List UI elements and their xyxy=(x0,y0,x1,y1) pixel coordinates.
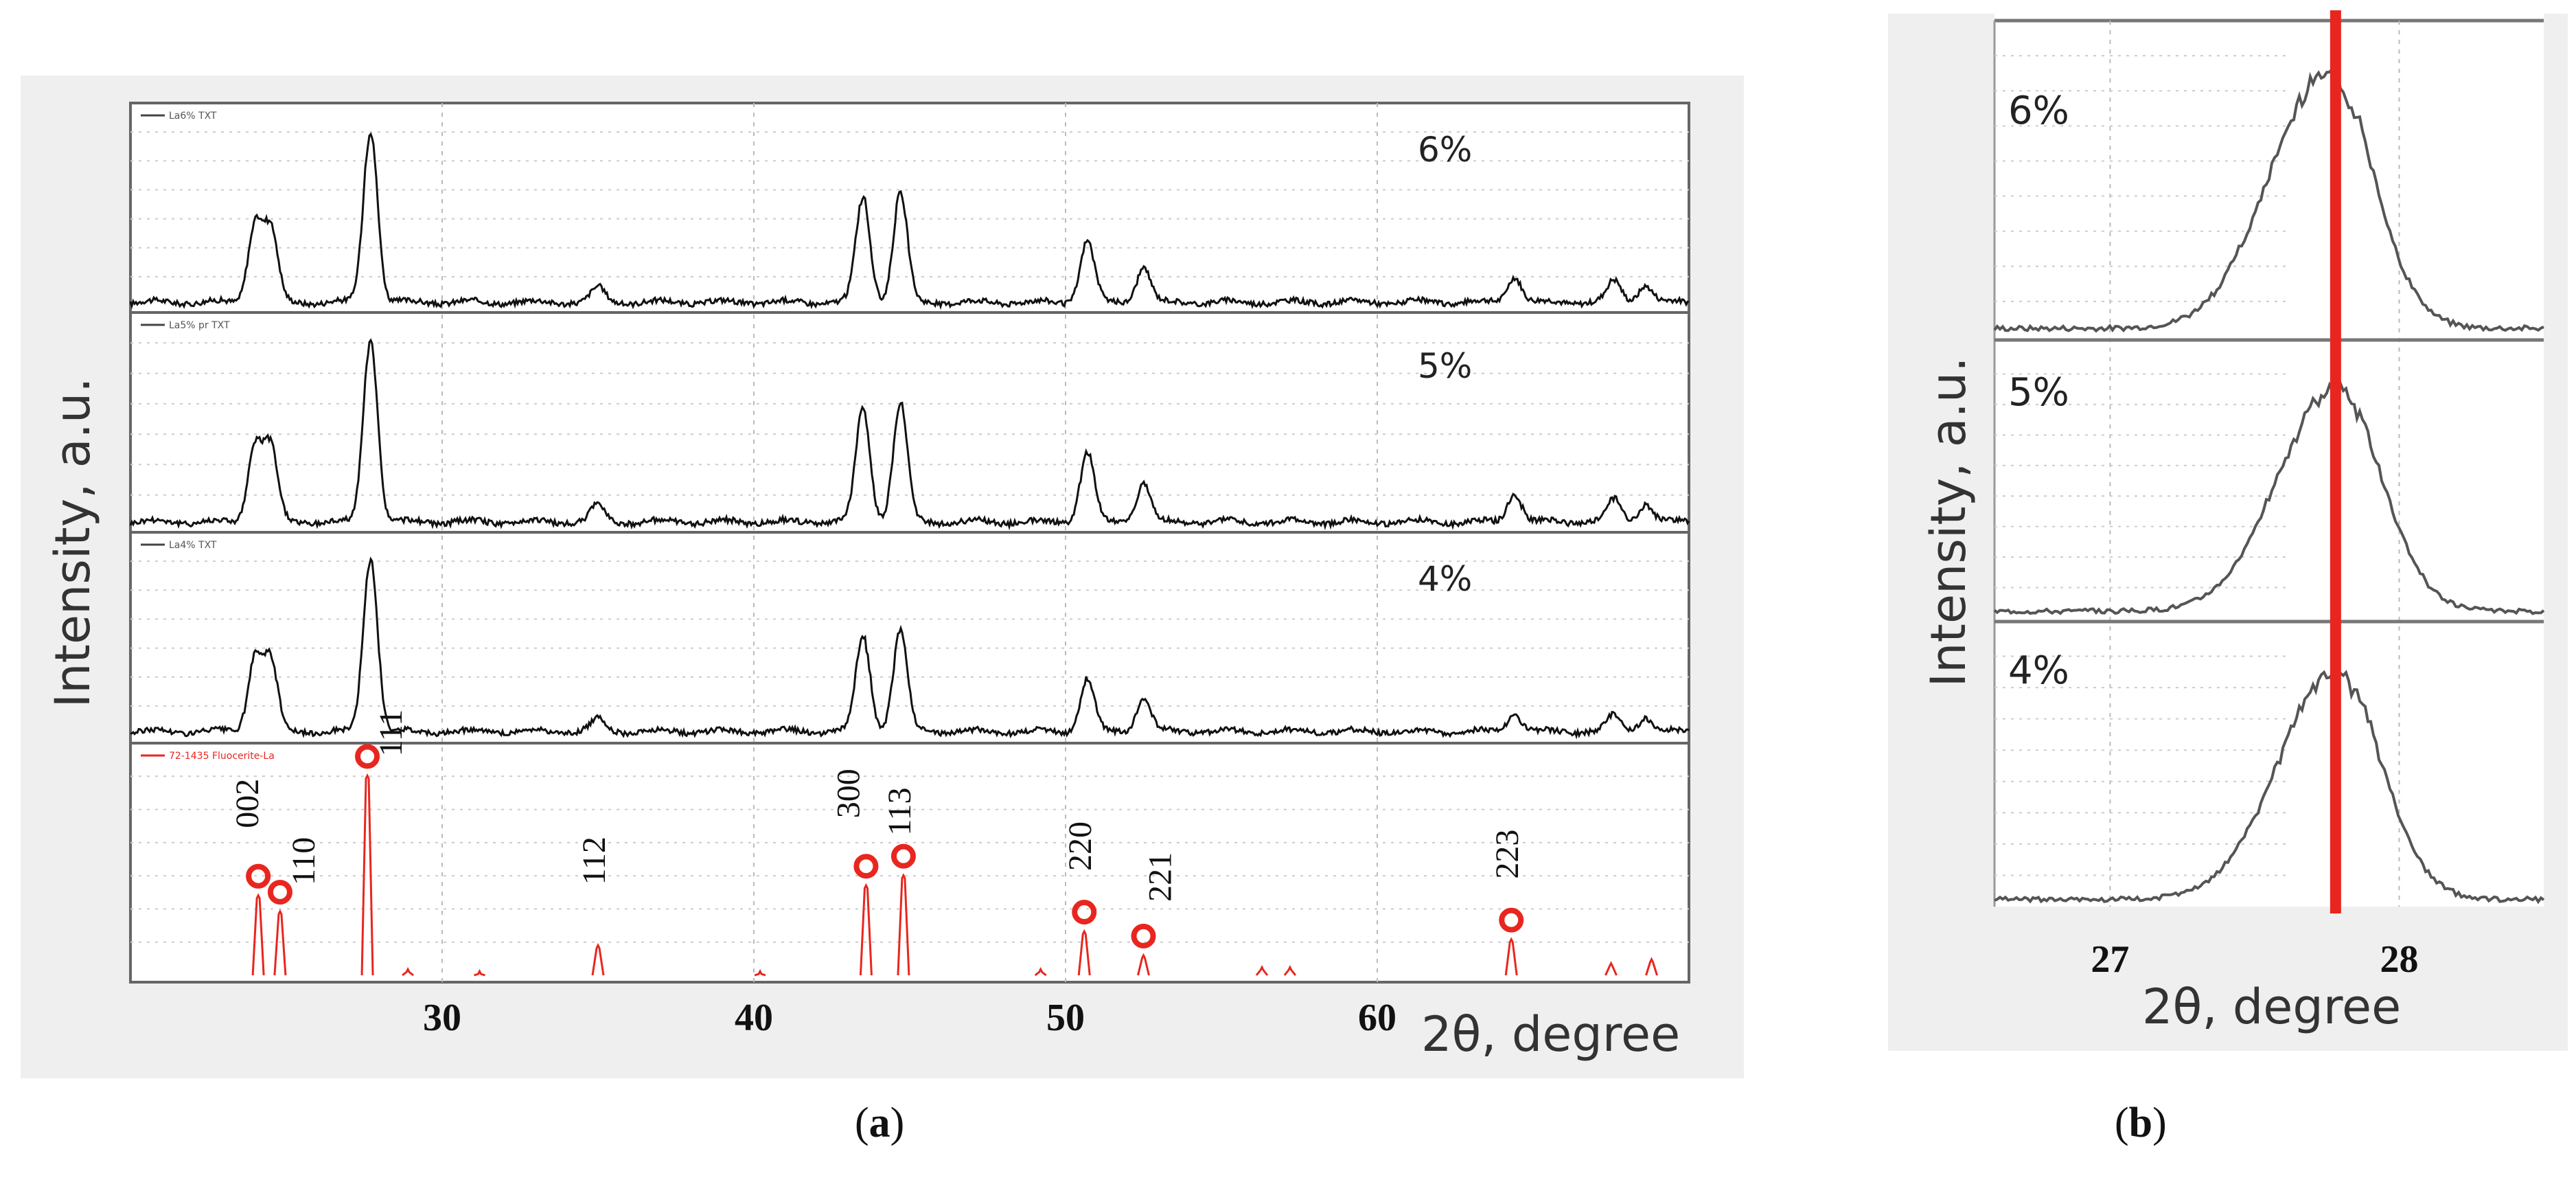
panel-b-x-tick-label: 28 xyxy=(2380,938,2418,981)
panel-a-x-tick-label: 50 xyxy=(1046,997,1085,1039)
panel-b-x-tick-label: 27 xyxy=(2091,938,2129,981)
panel-a-ref-marker-300 xyxy=(853,854,879,879)
panel-a-hkl-label-300: 300 xyxy=(830,769,866,818)
panel-b-chart: 6% 5% 4% 27 28 2θ, degree Intensity, a.u. xyxy=(1920,10,2545,1035)
panel-a-series-label: 5% xyxy=(1418,346,1472,386)
panel-a-ref-line-111 xyxy=(360,773,374,976)
panel-a-ref-marker-220 xyxy=(1072,900,1097,925)
panel-a-ref-marker-221 xyxy=(1131,923,1156,949)
panel-b-grid xyxy=(1993,19,2544,907)
panel-a-ref-legend-text: 72-1435 Fluocerite-La xyxy=(169,751,275,762)
panel-a-ref-minor-line xyxy=(402,966,414,977)
panel-b-series-1-line xyxy=(1993,67,2544,333)
panel-a-ref-minor-line xyxy=(1283,965,1297,976)
panel-b-y-axis-title: Intensity, a.u. xyxy=(1920,357,1977,688)
panel-a-x-tick-label: 60 xyxy=(1358,997,1396,1039)
panel-a-hkl-label-110: 110 xyxy=(286,837,322,885)
panel-a-ref-line-300 xyxy=(859,883,873,976)
panel-a-ref-minor-line xyxy=(1605,961,1618,976)
panel-b-series-2-line xyxy=(1993,380,2545,615)
panel-a-ref-line-112 xyxy=(591,943,605,976)
panel-a-caption-label: a xyxy=(869,1100,890,1146)
panel-a-x-tick-label: 30 xyxy=(423,997,461,1039)
panel-b-series: 6% 5% 4% xyxy=(1993,67,2545,905)
panel-b-caption-label: b xyxy=(2128,1100,2153,1146)
panel-b-series-3-line xyxy=(1994,668,2545,905)
panel-a-ref-line-113 xyxy=(897,873,910,976)
panel-a-hkl-label-220: 220 xyxy=(1062,821,1099,871)
panel-a-ref-line-110 xyxy=(273,909,287,976)
panel-a-reference-pattern: 72-1435 Fluocerite-La 002 110 111 112 300 113 2… xyxy=(141,709,1658,977)
panel-a-ref-minor-line xyxy=(1034,966,1047,977)
panel-a-series-label: 6% xyxy=(1418,130,1472,170)
panel-a-hkl-label-002: 002 xyxy=(229,779,266,828)
panel-b-caption: (b) xyxy=(2115,1100,2167,1146)
panel-a-hkl-label-223: 223 xyxy=(1489,830,1526,879)
panel-a-series-1-line xyxy=(129,132,1690,310)
panel-a-hkl-label-111: 111 xyxy=(373,709,409,756)
panel-a-ref-line-002 xyxy=(251,893,265,976)
panel-a-ref-minor-line xyxy=(1255,965,1269,976)
panel-a-x-axis-title: 2θ, degree xyxy=(1421,1006,1680,1063)
panel-b-x-axis-title: 2θ, degree xyxy=(2142,979,2401,1035)
panel-a-legend-text: La6% TXT xyxy=(169,111,217,122)
panel-a-ref-marker-111 xyxy=(355,744,380,769)
panel-a-ref-line-220 xyxy=(1077,929,1091,976)
panel-b-series-label: 5% xyxy=(2008,370,2069,415)
panel-b-plot-area xyxy=(1994,14,2544,907)
panel-a-hkl-label-112: 112 xyxy=(576,837,612,885)
panel-a-x-ticks: 30 40 50 60 xyxy=(423,997,1396,1039)
panel-a-ref-minor-line xyxy=(754,968,766,977)
panel-a-ref-marker-223 xyxy=(1499,907,1524,933)
panel-a-series-2-line xyxy=(129,338,1690,531)
panel-a-series: La6% TXT 6% La5% pr TXT 5% La4% TXT 4% xyxy=(129,111,1690,740)
panel-b-series-label: 4% xyxy=(2008,648,2069,693)
panel-a-caption: (a) xyxy=(855,1100,905,1146)
panel-b-series-label: 6% xyxy=(2008,89,2069,133)
panel-a-ref-marker-113 xyxy=(890,843,916,869)
panel-b-x-ticks: 27 28 xyxy=(2091,938,2418,981)
panel-a-ref-line-221 xyxy=(1137,953,1150,976)
panel-a-series-label: 4% xyxy=(1418,559,1472,599)
panel-a-ref-minor-line xyxy=(474,968,485,977)
panel-a-legend-text: La5% pr TXT xyxy=(169,320,230,331)
panel-a-ref-marker-002 xyxy=(246,863,271,889)
panel-a-ref-minor-line xyxy=(1645,957,1658,976)
panel-a-grid xyxy=(130,103,1689,982)
panel-a-hkl-label-221: 221 xyxy=(1142,852,1179,902)
panel-a-ref-marker-110 xyxy=(267,879,292,905)
panel-a-series-3-line xyxy=(130,556,1690,740)
panel-a-hkl-label-113: 113 xyxy=(882,787,918,835)
panel-a-chart: La6% TXT 6% La5% pr TXT 5% La4% TXT 4% 72-143… xyxy=(45,102,1690,1063)
panel-a-ref-line-223 xyxy=(1504,937,1518,976)
panel-a-x-tick-label: 40 xyxy=(735,997,773,1039)
panel-a-y-axis-title: Intensity, a.u. xyxy=(45,378,101,708)
panel-a-legend-text: La4% TXT xyxy=(169,540,217,551)
